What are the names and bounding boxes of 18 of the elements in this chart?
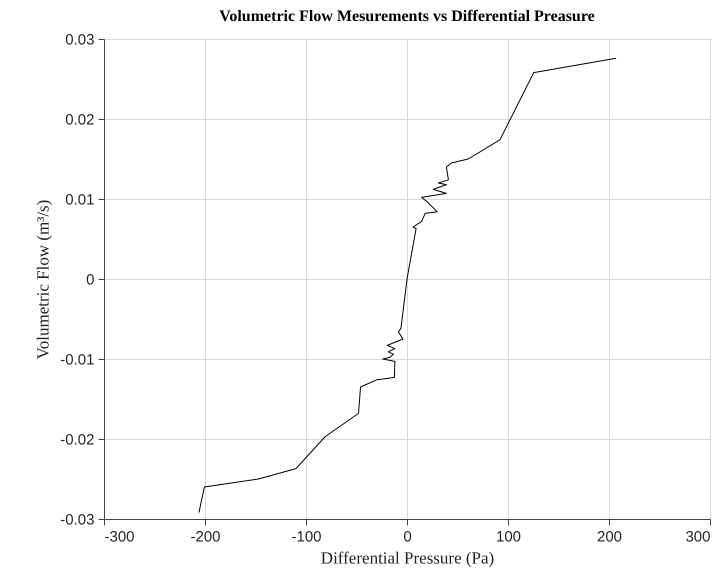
- y-tick-label: -0.01: [60, 352, 94, 368]
- x-tick-label: -300: [104, 528, 135, 546]
- y-tick-label: 0.01: [65, 192, 94, 208]
- x-tick-label: -200: [190, 528, 221, 546]
- x-tick-label: 100: [496, 528, 522, 546]
- y-tick-label: -0.03: [60, 512, 94, 528]
- x-axis-title: Differential Pressure (Pa): [320, 548, 494, 568]
- line-series: [198, 58, 617, 514]
- y-tick-label: 0: [86, 272, 94, 288]
- y-tick-label: 0.02: [65, 112, 94, 128]
- chart-title: Volumetric Flow Mesurements vs Differential Preasure: [219, 8, 595, 25]
- y-tick-label: -0.02: [60, 432, 94, 448]
- y-tick-label: 0.03: [65, 32, 94, 48]
- x-tick-label: 0: [403, 528, 412, 546]
- x-tick-label: 300: [685, 528, 710, 546]
- y-axis-title: Volumetric Flow (m³/s): [33, 200, 52, 360]
- x-tick-label: 200: [596, 528, 622, 546]
- x-tick-label: -100: [291, 528, 322, 546]
